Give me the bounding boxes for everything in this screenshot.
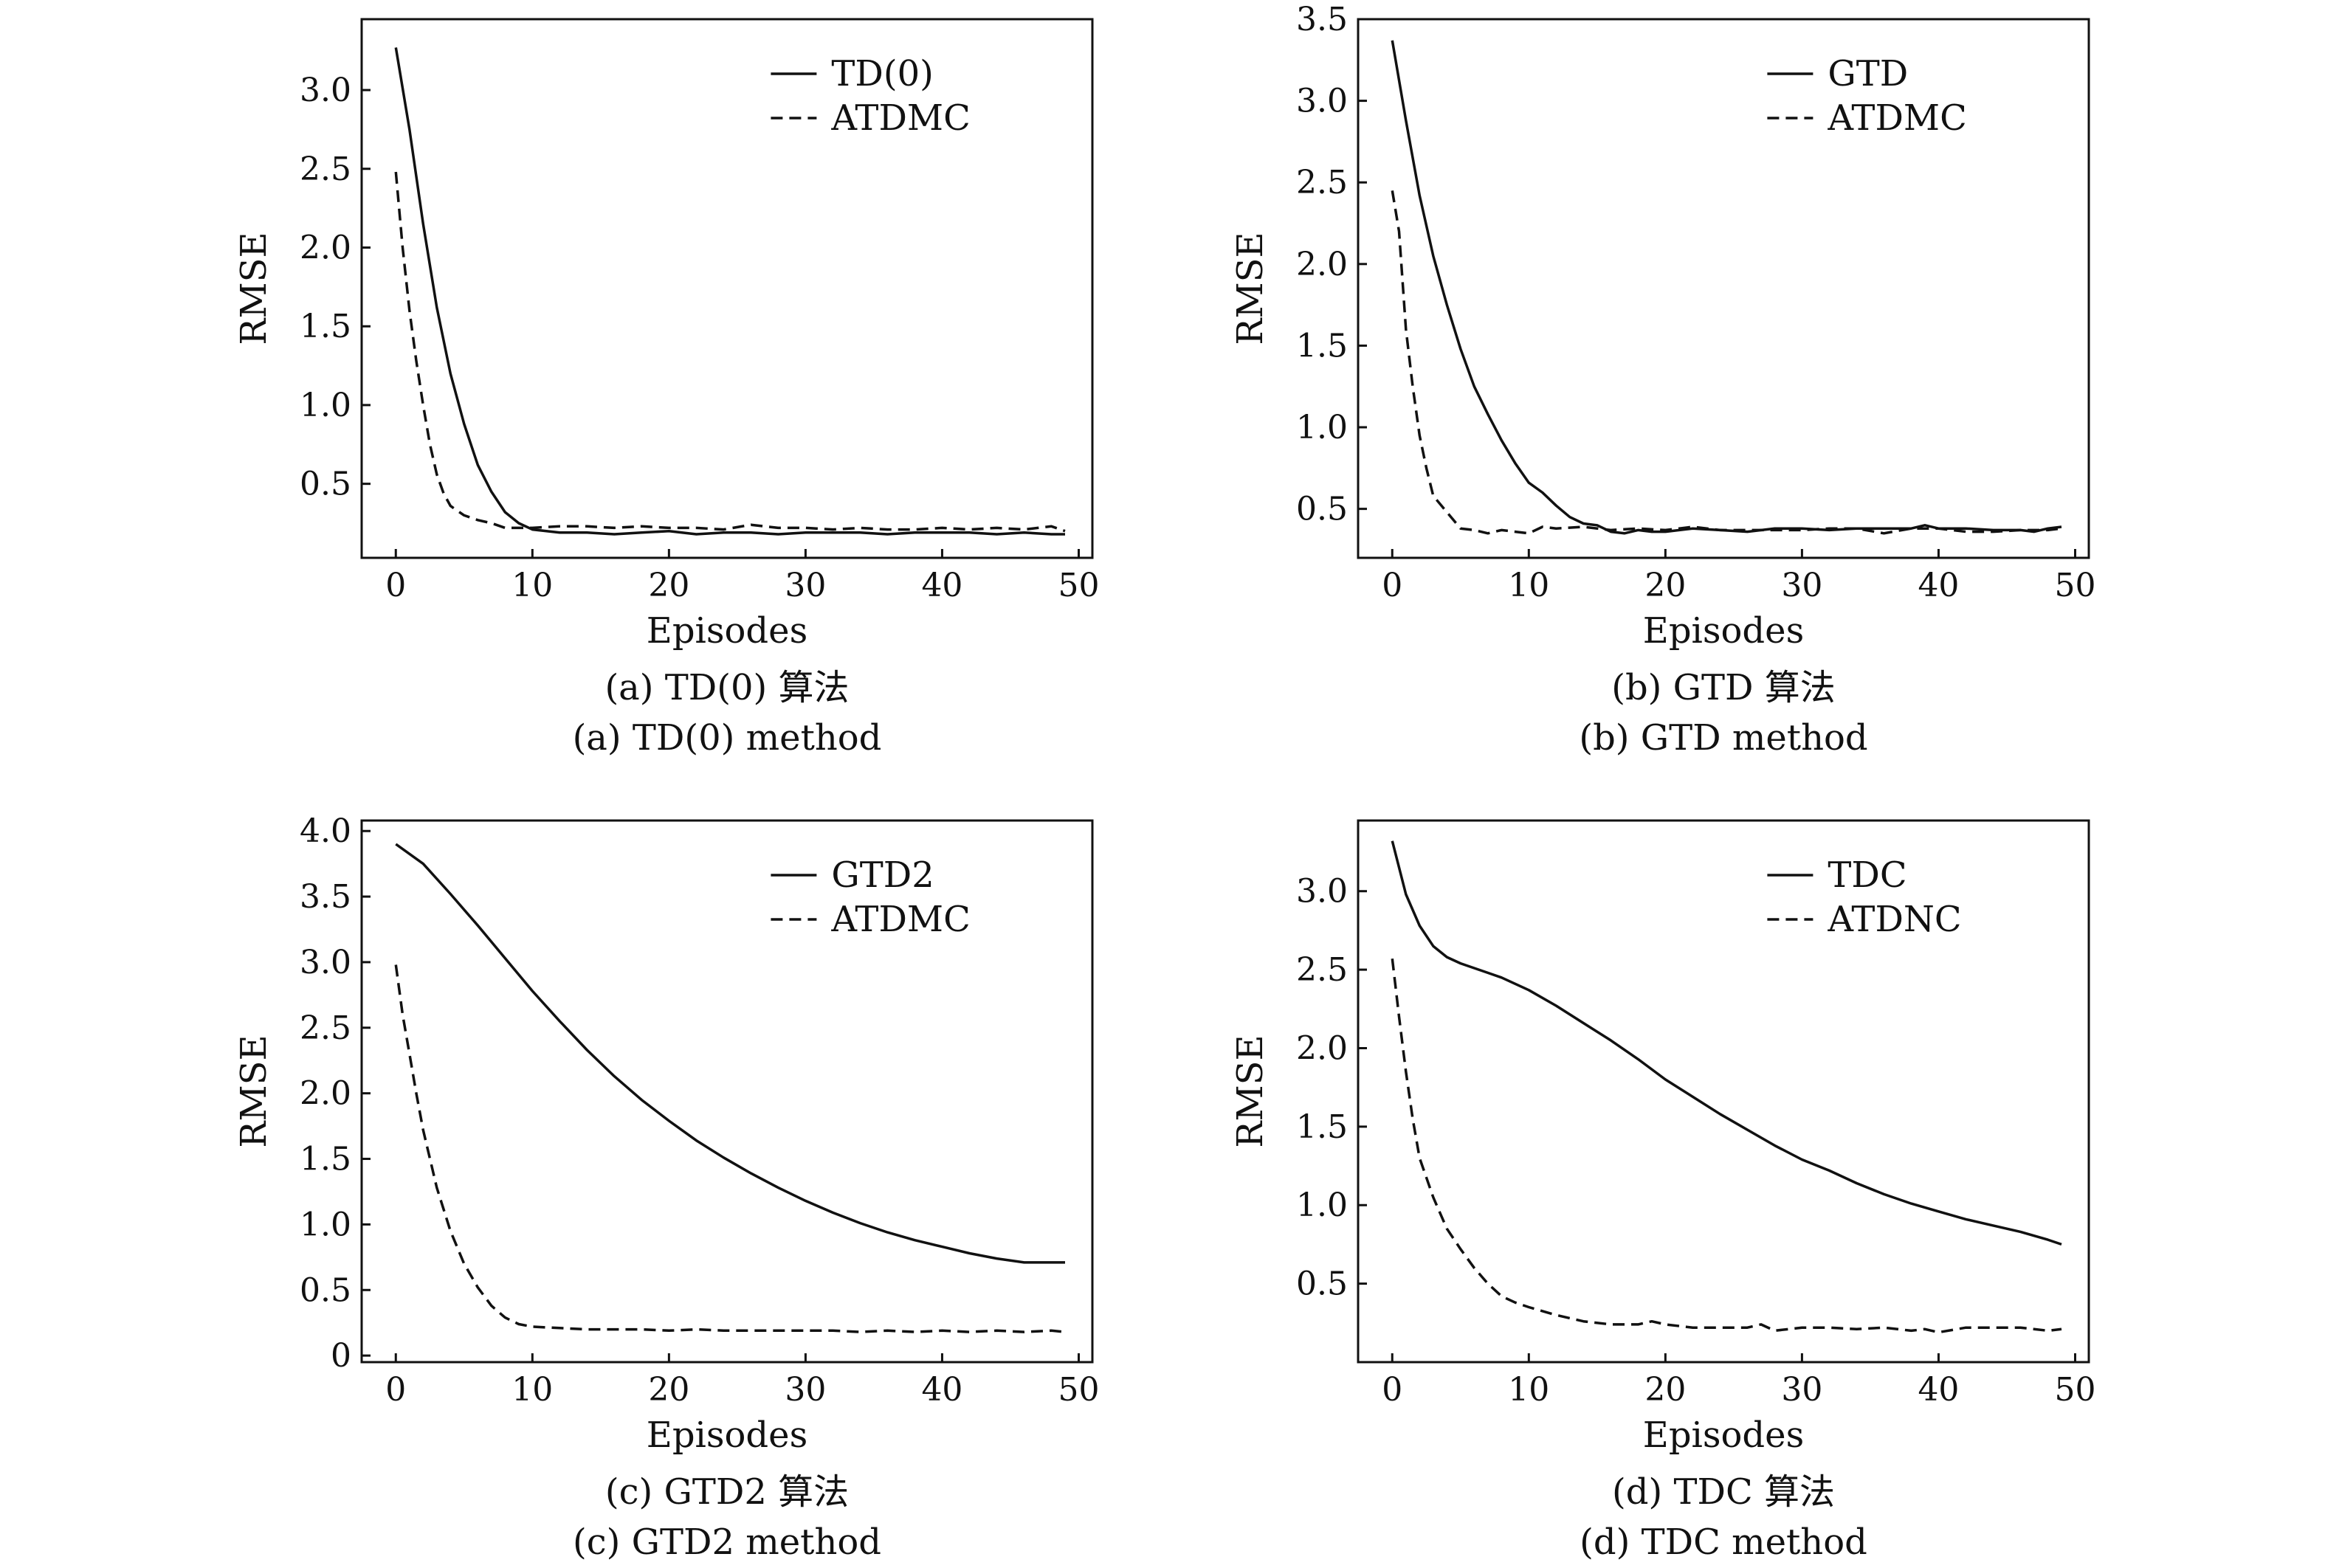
series-line-gtd2-atdmc <box>394 964 1066 1333</box>
x-tick-label-gtd2-20: 20 <box>648 1371 689 1409</box>
y-tick-label-gtd2-5: 2.5 <box>300 1009 351 1047</box>
y-tick-label-gtd-4: 2.5 <box>1296 164 1348 201</box>
x-tick-label-gtd-30: 30 <box>1781 567 1822 604</box>
y-tick-label-tdc-0: 0.5 <box>1296 1265 1348 1303</box>
x-tick-label-gtd-20: 20 <box>1644 567 1686 604</box>
y-tick-label-tdc-5: 3.0 <box>1296 873 1348 911</box>
x-tick-label-gtd-10: 10 <box>1508 567 1549 604</box>
caption-en-gtd: (b) GTD method <box>1579 717 1867 759</box>
x-tick-label-tdc-40: 40 <box>1918 1371 1959 1409</box>
series-line-tdc-atdnc <box>1391 958 2062 1334</box>
x-tick-label-gtd-0: 0 <box>1382 567 1402 604</box>
caption-en-tdc: (d) TDC method <box>1580 1522 1867 1563</box>
y-tick-label-gtd2-2: 1.0 <box>300 1206 351 1243</box>
y-axis-label-tdc: RMSE <box>1230 1035 1271 1147</box>
x-tick-label-td0-30: 30 <box>785 567 826 604</box>
y-tick-label-gtd-2: 1.5 <box>1296 327 1348 365</box>
legend-entry-td0-0: TD(0) <box>831 53 934 94</box>
y-tick-label-gtd-1: 1.0 <box>1296 409 1348 446</box>
x-tick-label-gtd2-40: 40 <box>921 1371 962 1409</box>
y-tick-label-gtd-5: 3.0 <box>1296 83 1348 120</box>
axes-frame-gtd2 <box>360 819 1094 1364</box>
y-tick-label-td0-2: 1.5 <box>300 308 351 345</box>
axes-frame-gtd <box>1357 18 2090 559</box>
y-axis-label-gtd: RMSE <box>1230 232 1271 345</box>
charts-root: 0 10 20 30 40 500.51.01.52.02.53.0 TD(0)ATDMCE… <box>233 1 2095 1563</box>
x-tick-label-gtd2-10: 10 <box>512 1371 553 1409</box>
x-tick-label-tdc-10: 10 <box>1508 1371 1549 1409</box>
caption-cn-tdc: (d) TDC 算法 <box>1612 1471 1835 1513</box>
panel-gtd: 0 10 20 30 40 50 0.5 1.0 1.5 2.0 2.5 3.0 3.5 GTDATDMC… <box>1230 1 2095 759</box>
series-line-tdc-tdc <box>1391 840 2062 1246</box>
x-tick-label-td0-50: 50 <box>1058 567 1099 604</box>
axes-frame-tdc <box>1357 819 2090 1364</box>
x-tick-label-tdc-0: 0 <box>1382 1371 1402 1409</box>
axes-frame-td0 <box>360 18 1094 559</box>
x-tick-label-gtd-50: 50 <box>2054 567 2095 604</box>
x-tick-label-gtd-40: 40 <box>1918 567 1959 604</box>
legend-entry-gtd-1: ATDMC <box>1827 97 1966 139</box>
x-axis-label-gtd: Episodes <box>1643 610 1804 652</box>
x-tick-label-gtd2-50: 50 <box>1058 1371 1099 1409</box>
y-axis-label-gtd2: RMSE <box>233 1035 275 1147</box>
caption-cn-gtd2: (c) GTD2 算法 <box>605 1471 849 1513</box>
y-tick-label-gtd2-6: 3.0 <box>300 944 351 981</box>
y-tick-label-gtd2-8: 4.0 <box>300 812 351 850</box>
x-axis-label-tdc: Episodes <box>1643 1415 1804 1456</box>
legend-entry-gtd2-1: ATDMC <box>830 899 970 940</box>
x-tick-label-tdc-50: 50 <box>2054 1371 2095 1409</box>
y-tick-label-gtd2-7: 3.5 <box>300 878 351 916</box>
y-tick-label-tdc-2: 1.5 <box>1296 1108 1348 1146</box>
y-tick-label-tdc-4: 2.5 <box>1296 951 1348 989</box>
y-tick-label-tdc-3: 2.0 <box>1296 1029 1348 1067</box>
y-tick-label-td0-3: 2.0 <box>300 229 351 267</box>
y-tick-label-gtd2-0: 0 <box>331 1337 351 1375</box>
x-tick-label-tdc-20: 20 <box>1644 1371 1686 1409</box>
caption-en-gtd2: (c) GTD2 method <box>573 1522 881 1563</box>
series-line-gtd-atdmc <box>1391 190 2062 535</box>
x-tick-label-td0-10: 10 <box>512 567 553 604</box>
y-tick-label-gtd-3: 2.0 <box>1296 246 1348 283</box>
series-line-td0-atdmc <box>394 171 1066 533</box>
series-line-gtd2-gtd2 <box>395 843 1065 1264</box>
y-tick-label-td0-0: 0.5 <box>300 466 351 503</box>
y-tick-label-gtd-0: 0.5 <box>1296 491 1348 528</box>
x-tick-label-gtd2-0: 0 <box>385 1371 406 1409</box>
panel-gtd2: 0 10 20 30 40 50 0 0.5 1.0 1.5 2.0 2.5 3.0 3.5 4.0 GTD2… <box>233 812 1099 1563</box>
y-tick-label-td0-5: 3.0 <box>300 72 351 109</box>
legend-entry-tdc-1: ATDNC <box>1827 899 1961 940</box>
legend-td0: TD(0)ATDMC <box>771 53 971 139</box>
caption-en-td0: (a) TD(0) method <box>573 717 882 759</box>
x-tick-label-gtd2-30: 30 <box>785 1371 826 1409</box>
y-axis-label-td0: RMSE <box>233 232 275 345</box>
panel-td0: 0 10 20 30 40 50 0.5 1.0 1.5 2.0 2.5 3.0 TD(0)ATDMC E… <box>233 18 1099 759</box>
legend-entry-tdc-0: TDC <box>1828 854 1906 896</box>
x-tick-label-td0-20: 20 <box>648 567 689 604</box>
caption-cn-td0: (a) TD(0) 算法 <box>604 667 849 708</box>
x-tick-label-td0-40: 40 <box>921 567 962 604</box>
x-axis-label-gtd2: Episodes <box>647 1415 807 1456</box>
y-tick-label-td0-1: 1.0 <box>300 387 351 424</box>
x-tick-label-tdc-30: 30 <box>1781 1371 1822 1409</box>
x-tick-label-td0-0: 0 <box>385 567 406 604</box>
y-tick-label-gtd2-3: 1.5 <box>300 1141 351 1178</box>
y-tick-label-tdc-1: 1.0 <box>1296 1187 1348 1224</box>
y-tick-label-gtd2-1: 0.5 <box>300 1271 351 1309</box>
caption-cn-gtd: (b) GTD 算法 <box>1611 667 1836 708</box>
series-line-td0-td0 <box>394 47 1065 536</box>
legend-entry-td0-1: ATDMC <box>830 97 970 139</box>
x-axis-label-td0: Episodes <box>647 610 807 652</box>
y-tick-label-gtd2-4: 2.0 <box>300 1075 351 1113</box>
y-tick-label-td0-4: 2.5 <box>300 151 351 188</box>
y-tick-label-gtd-6: 3.5 <box>1296 1 1348 38</box>
legend-entry-gtd2-0: GTD2 <box>831 854 934 896</box>
legend-entry-gtd-0: GTD <box>1828 53 1908 94</box>
